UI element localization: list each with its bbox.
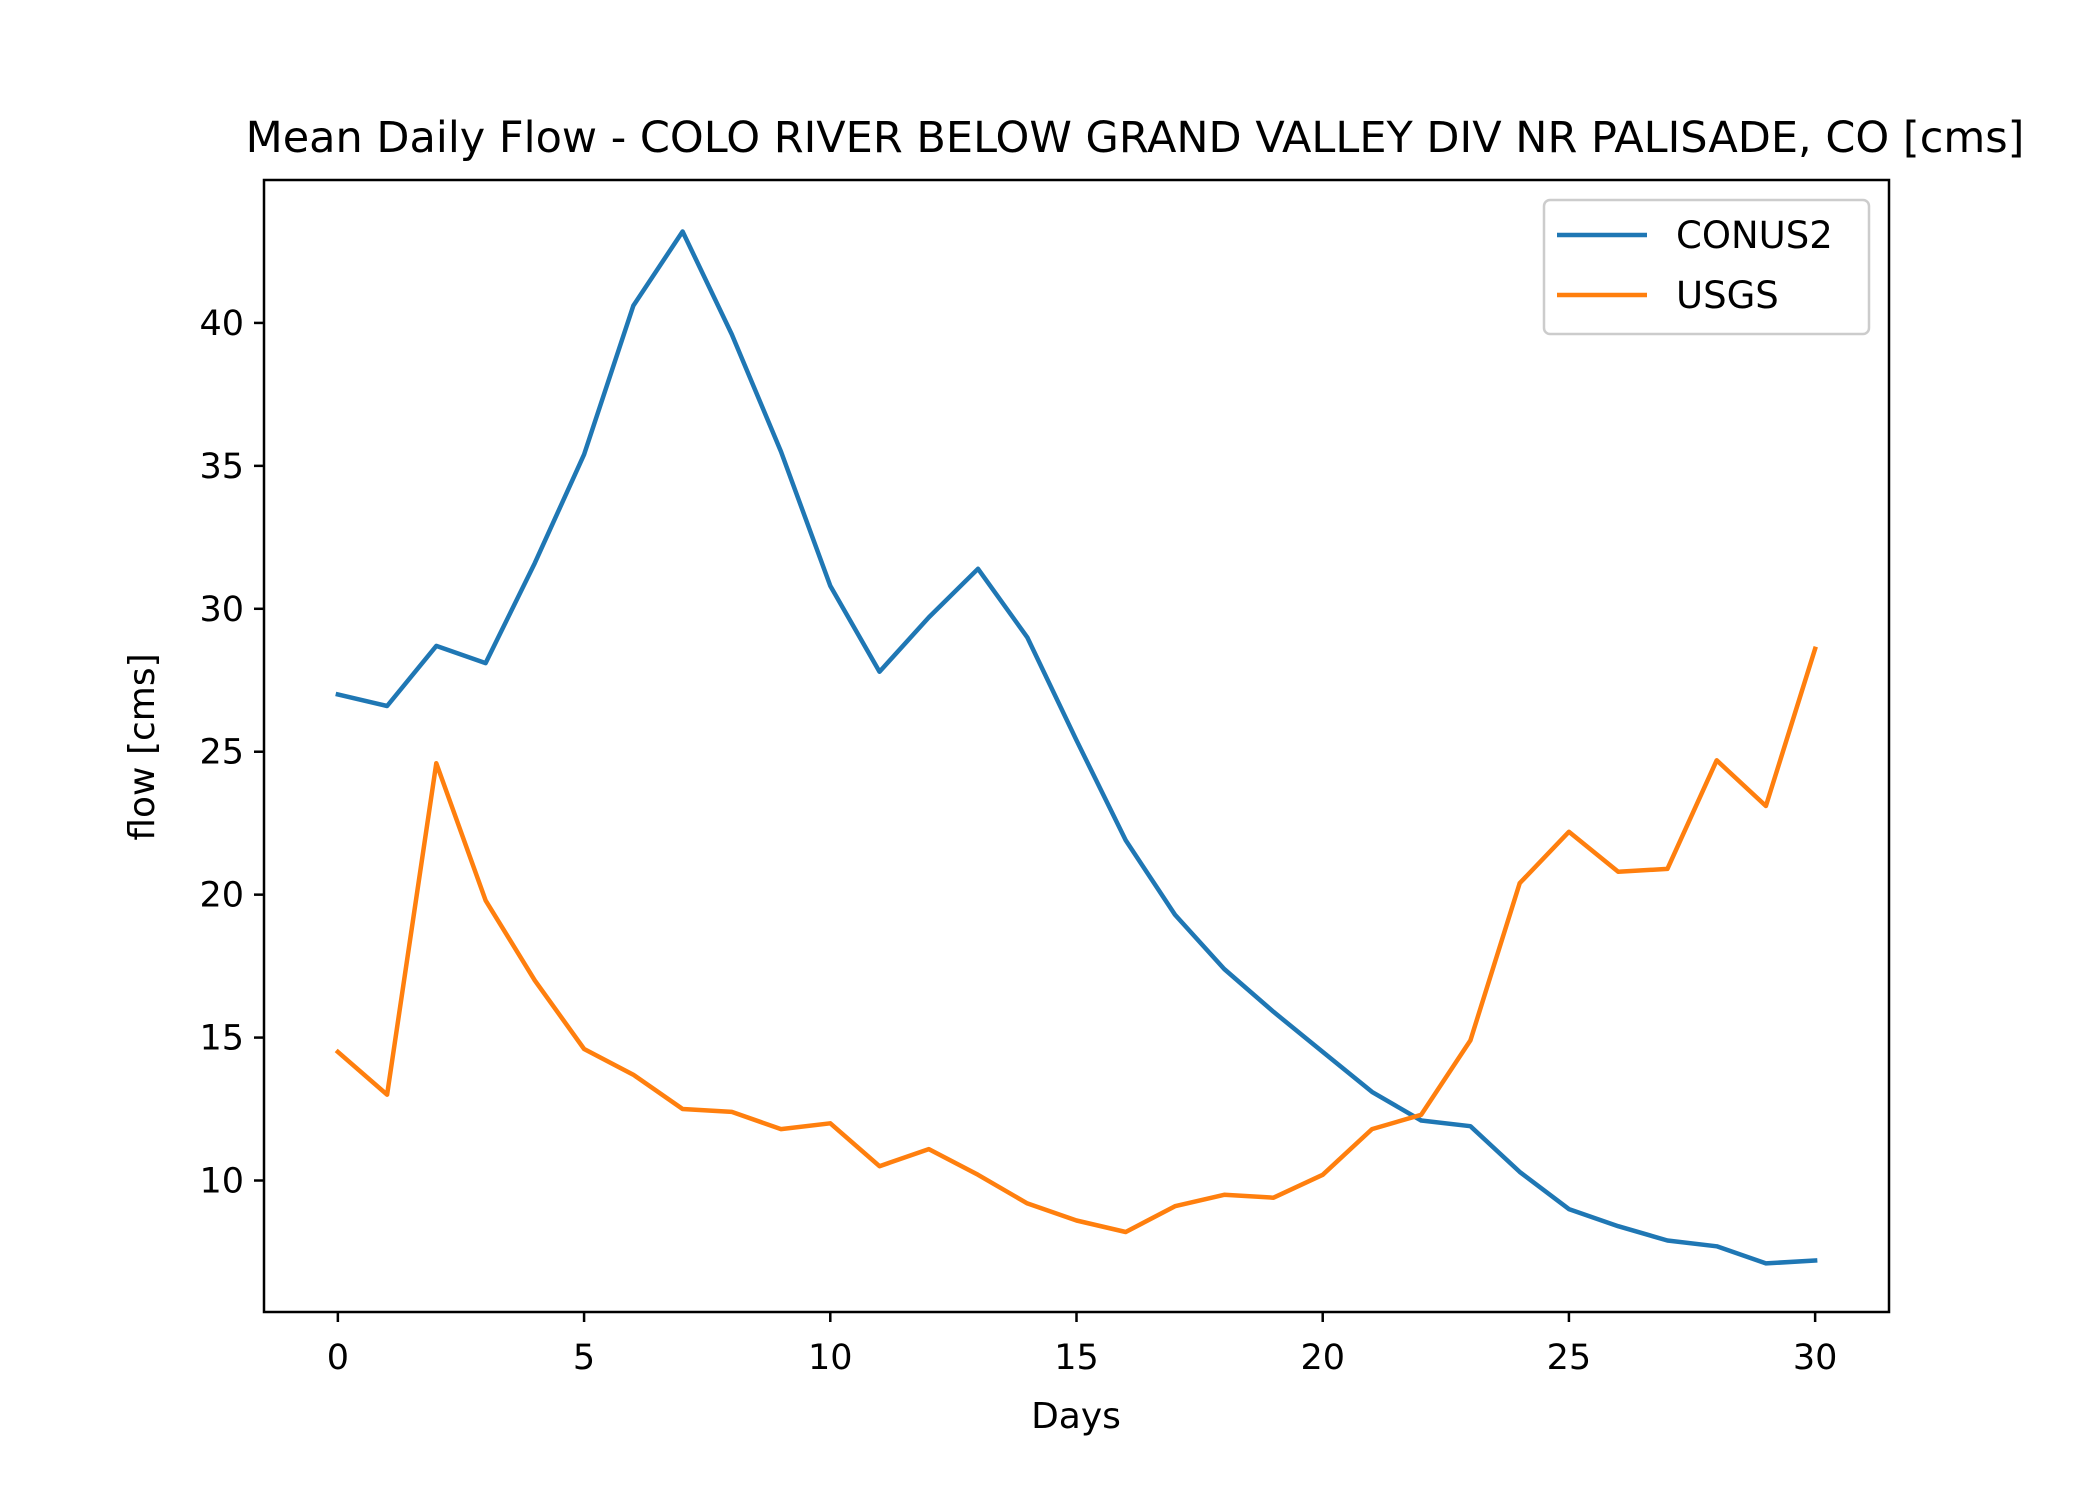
y-tick-label: 35 bbox=[199, 447, 244, 487]
x-tick-label: 5 bbox=[573, 1338, 595, 1378]
legend-label-usgs: USGS bbox=[1676, 274, 1779, 317]
x-tick-label: 30 bbox=[1793, 1338, 1838, 1378]
series-layer bbox=[334, 229, 1818, 1266]
x-tick-label: 10 bbox=[808, 1338, 853, 1378]
legend-items: CONUS2 USGS bbox=[1557, 214, 1833, 317]
x-tick-label: 0 bbox=[327, 1338, 349, 1378]
y-tick-label: 15 bbox=[199, 1019, 244, 1059]
x-axis: 0 5 10 15 20 25 30 bbox=[327, 1312, 1838, 1378]
y-tick-label: 30 bbox=[199, 590, 244, 630]
y-tick-label: 10 bbox=[199, 1162, 244, 1202]
y-tick-label: 20 bbox=[199, 876, 244, 916]
y-axis: 10 15 20 25 30 35 40 bbox=[199, 304, 264, 1202]
x-tick-label: 15 bbox=[1054, 1338, 1099, 1378]
chart-title: Mean Daily Flow - COLO RIVER BELOW GRAND… bbox=[246, 113, 2025, 163]
y-tick-label: 40 bbox=[199, 304, 244, 344]
series-line-usgs bbox=[334, 645, 1818, 1235]
x-tick-label: 20 bbox=[1300, 1338, 1345, 1378]
legend-label-conus2: CONUS2 bbox=[1676, 214, 1833, 257]
series-line-conus2 bbox=[335, 229, 1818, 1266]
legend: CONUS2 USGS bbox=[1542, 198, 1871, 336]
x-axis-label: Days bbox=[1031, 1396, 1121, 1437]
y-axis-label: flow [cms] bbox=[122, 653, 163, 840]
x-tick-label: 25 bbox=[1547, 1338, 1592, 1378]
y-tick-label: 25 bbox=[199, 733, 244, 773]
